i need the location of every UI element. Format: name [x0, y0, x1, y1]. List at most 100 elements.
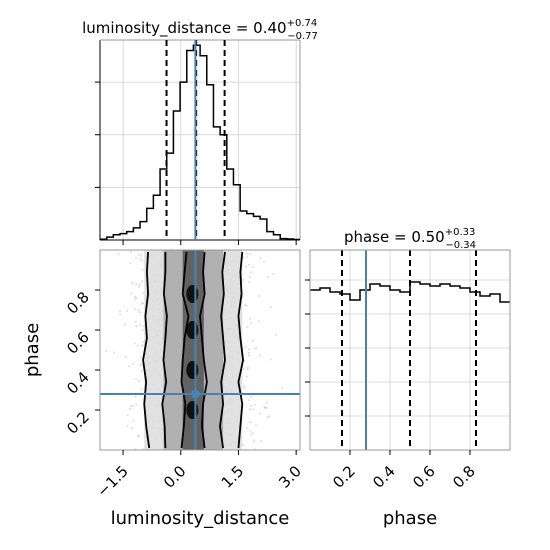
- posterior-scatter-point: [134, 308, 137, 311]
- posterior-scatter-point: [124, 355, 127, 358]
- posterior-scatter-point: [140, 363, 143, 366]
- phase-x-tick-label: 0.4: [369, 462, 399, 492]
- phase-x-tick-label: 0.6: [409, 462, 439, 492]
- posterior-scatter-point: [265, 406, 268, 409]
- posterior-scatter-point: [139, 258, 142, 261]
- posterior-density-core: [186, 401, 199, 419]
- posterior-scatter-point: [138, 324, 141, 327]
- posterior-scatter-point: [126, 414, 129, 417]
- posterior-scatter-point: [243, 387, 246, 390]
- phase-x-tick-label: 0.8: [449, 462, 479, 492]
- posterior-density-band: [182, 250, 204, 450]
- posterior-scatter-point: [242, 278, 245, 281]
- posterior-scatter-point: [129, 250, 132, 253]
- posterior-scatter-point: [275, 333, 278, 336]
- posterior-y-tick-label: 0.4: [63, 368, 93, 398]
- posterior-scatter-point: [242, 384, 245, 387]
- posterior-scatter-point: [250, 271, 253, 274]
- posterior-scatter-point: [247, 263, 250, 266]
- posterior-scatter-point: [131, 281, 134, 284]
- posterior-scatter-point: [250, 405, 253, 408]
- posterior-scatter-point: [251, 339, 254, 342]
- posterior-scatter-point: [119, 309, 122, 312]
- posterior-scatter-point: [139, 254, 142, 257]
- posterior-scatter-point: [246, 325, 249, 328]
- posterior-scatter-point: [250, 321, 253, 324]
- posterior-scatter-point: [131, 362, 134, 365]
- posterior-scatter-point: [127, 365, 130, 368]
- posterior-y-tick-label: 0.6: [63, 328, 93, 358]
- posterior-contour-mid-right: [219, 251, 226, 449]
- x-axis-label-luminosity-distance: luminosity_distance: [111, 508, 290, 529]
- posterior-scatter-point: [247, 398, 250, 401]
- posterior-scatter-point: [132, 404, 135, 407]
- posterior-scatter-point: [245, 304, 248, 307]
- posterior-scatter-point: [137, 435, 140, 438]
- posterior-scatter-point: [244, 265, 247, 268]
- y-axis-label-phase: phase: [22, 323, 43, 377]
- posterior-scatter-point: [272, 272, 275, 275]
- posterior-scatter-point: [138, 363, 141, 366]
- phase-marginal-panel: 0.2 0.4 0.6 0.8 phase = 0.50+0.33 −0.34 phas…: [305, 227, 511, 529]
- posterior-scatter-point: [140, 388, 143, 391]
- posterior-scatter-point: [142, 292, 145, 295]
- posterior-scatter-point: [266, 416, 269, 419]
- posterior-scatter-point: [135, 325, 138, 328]
- lumdist-title-main: luminosity_distance = 0.40: [82, 19, 286, 38]
- posterior-scatter-point: [263, 260, 266, 263]
- posterior-scatter-point: [130, 292, 133, 295]
- posterior-contour-inner-left: [180, 251, 190, 449]
- posterior-scatter-point: [134, 342, 137, 345]
- posterior-contour-outer: [142, 251, 151, 449]
- posterior-scatter-point: [265, 401, 268, 404]
- lumdist-title-plus: +0.74: [287, 18, 318, 29]
- posterior-scatter-point: [137, 253, 140, 256]
- posterior-scatter-point: [251, 431, 254, 434]
- posterior-scatter-point: [138, 379, 141, 382]
- posterior-scatter-point: [246, 375, 249, 378]
- posterior-scatter-point: [135, 283, 138, 286]
- posterior-scatter-point: [269, 306, 272, 309]
- posterior-scatter-point: [259, 257, 262, 260]
- lumdist-histogram-step: [100, 44, 300, 241]
- phase-title-minus: −0.34: [445, 240, 476, 251]
- posterior-scatter-point: [136, 344, 139, 347]
- posterior-scatter-point: [117, 252, 120, 255]
- posterior-density-core: [186, 285, 199, 303]
- posterior-scatter-point: [141, 328, 144, 331]
- posterior-scatter-point: [250, 396, 253, 399]
- posterior-scatter-point: [258, 412, 261, 415]
- posterior-scatter-point: [129, 405, 132, 408]
- posterior-scatter-point: [248, 280, 251, 283]
- phase-title-main: phase = 0.50: [344, 228, 445, 246]
- posterior-scatter-point: [134, 320, 137, 323]
- posterior-scatter-point: [132, 283, 135, 286]
- x-axis-label-phase: phase: [383, 508, 437, 529]
- posterior-scatter-point: [247, 348, 250, 351]
- posterior-scatter-point: [246, 368, 249, 371]
- lumdist-marginal-grid: [99, 39, 301, 241]
- posterior-scatter-point: [134, 295, 137, 298]
- phase-title-plus: +0.33: [445, 227, 476, 238]
- posterior-scatter-point: [249, 276, 252, 279]
- posterior-y-tick-label: 0.8: [63, 288, 93, 318]
- posterior-x-tick-label: 0.0: [160, 462, 190, 492]
- posterior-scatter-point: [255, 347, 258, 350]
- posterior-scatter-point: [139, 356, 142, 359]
- posterior-scatter-point: [249, 253, 252, 256]
- posterior-scatter-point: [246, 427, 249, 430]
- posterior-scatter-point: [112, 351, 115, 354]
- posterior-density-core: [186, 361, 199, 379]
- posterior-scatter-point: [135, 403, 138, 406]
- phase-x-ticks: 0.2 0.4 0.6 0.8: [329, 450, 479, 492]
- posterior-scatter-point: [123, 323, 126, 326]
- posterior-contours: [142, 251, 244, 449]
- posterior-scatter-point: [119, 313, 122, 316]
- lumdist-title-minus: −0.77: [287, 31, 318, 42]
- posterior-scatter-point: [241, 296, 244, 299]
- posterior-scatter-point: [254, 424, 257, 427]
- posterior-scatter-point: [243, 304, 246, 307]
- posterior-scatter-point: [254, 403, 257, 406]
- truth-marker: [190, 389, 200, 399]
